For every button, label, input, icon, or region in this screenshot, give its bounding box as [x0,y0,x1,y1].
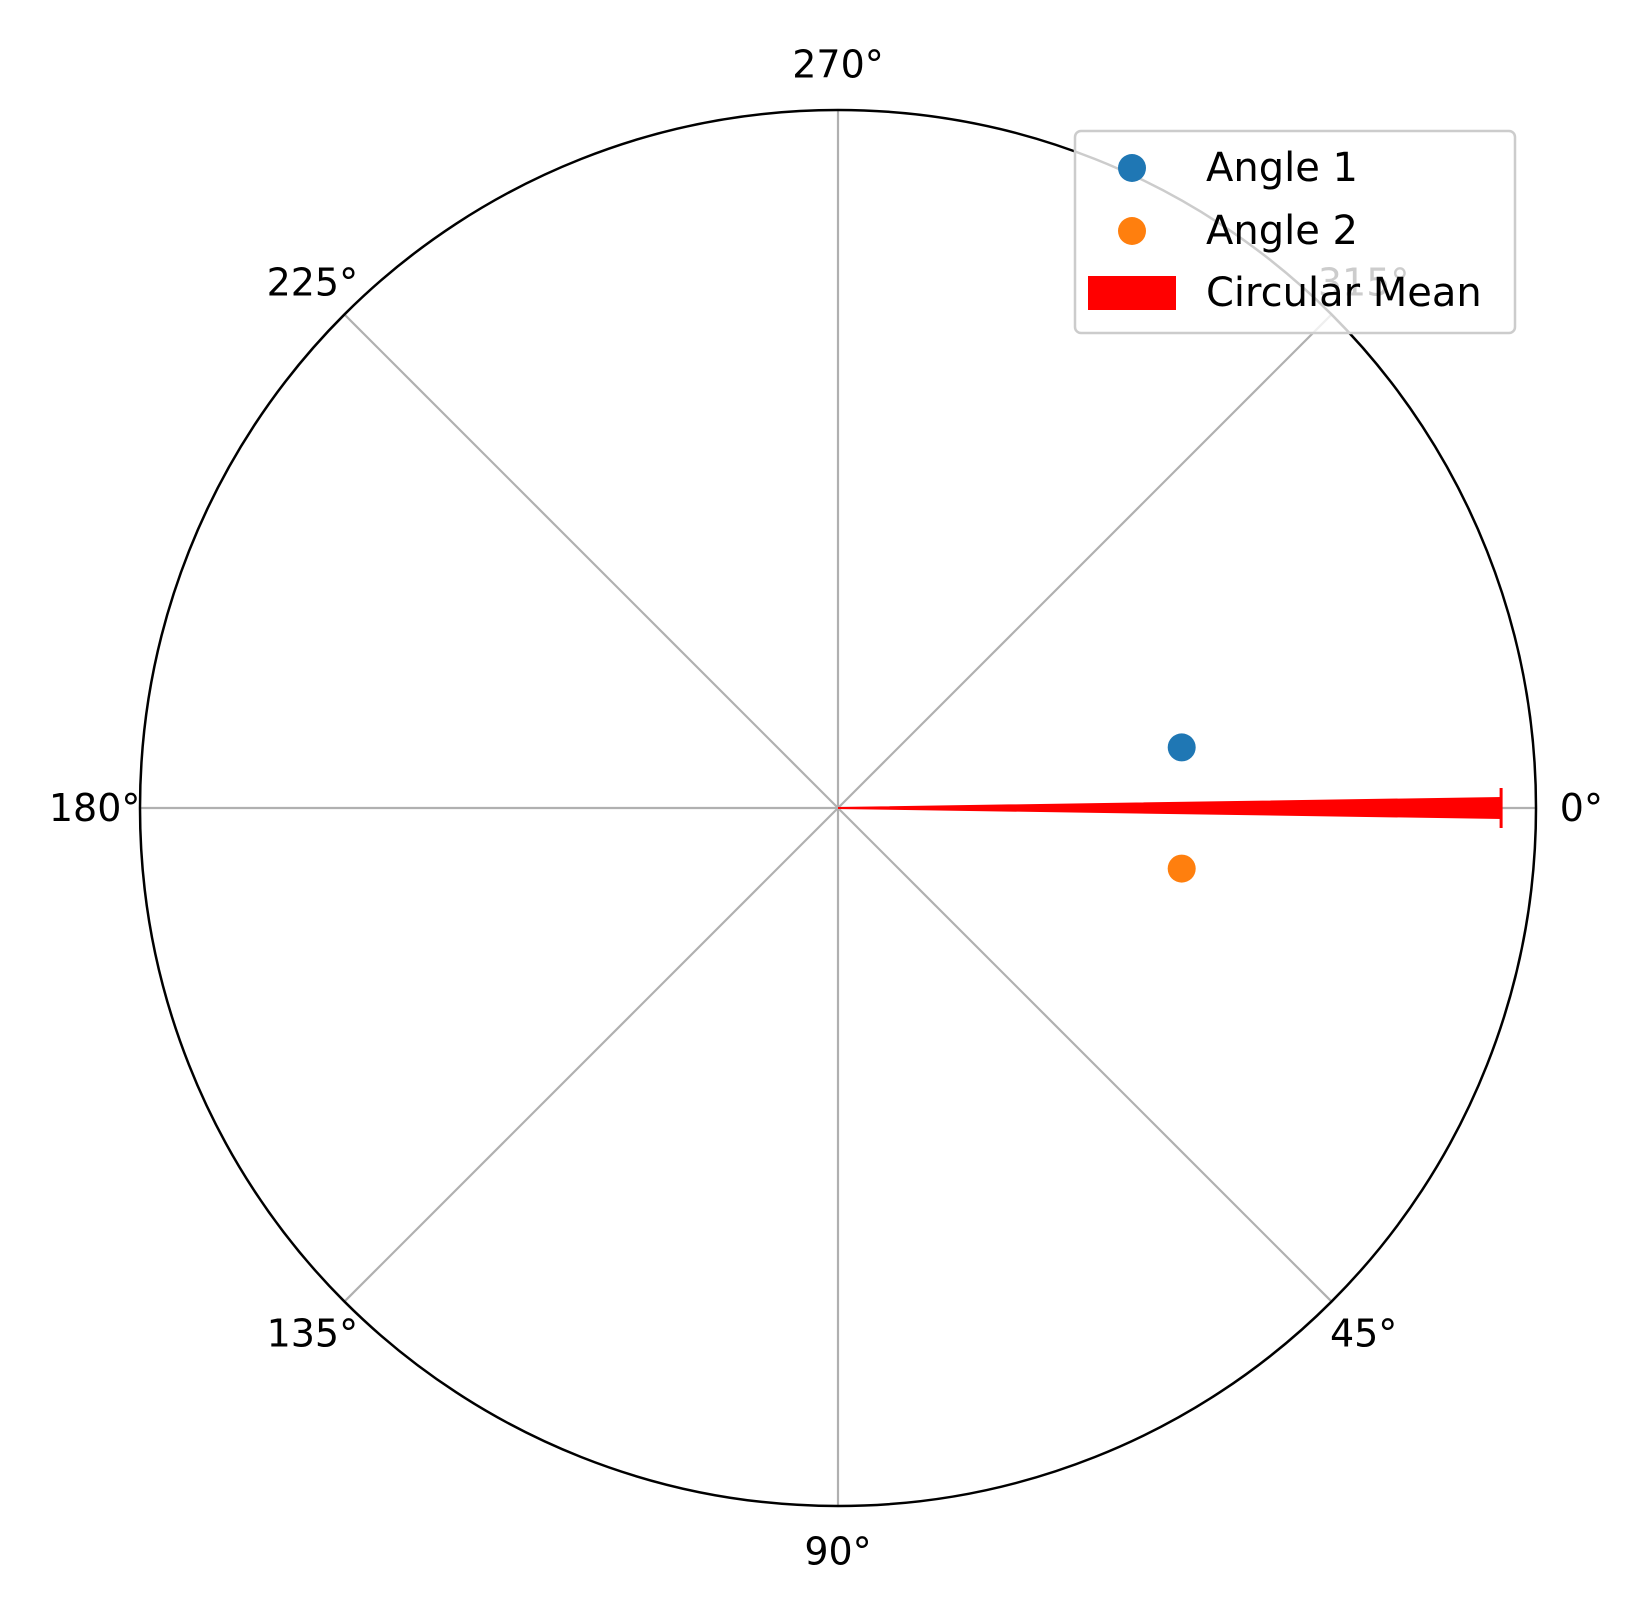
theta-tick-label-0: 0° [1560,786,1603,830]
legend-items: Angle 1 Angle 2 Circular Mean [1088,145,1482,316]
gridline-135 [343,807,839,1303]
scatter-point-1 [1167,733,1196,762]
legend-marker-2 [1118,217,1146,245]
scatter-point-2 [1167,854,1196,883]
gridline-225 [343,313,839,809]
legend: Angle 1 Angle 2 Circular Mean [1073,129,1517,335]
theta-tick-label-180: 180° [49,786,141,830]
theta-tick-label-45: 45° [1330,1312,1397,1356]
gridline-315 [837,313,1333,809]
gridline-45 [837,807,1333,1303]
legend-frame [1073,129,1517,335]
legend-label-2: Angle 2 [1206,208,1358,254]
polar-grid [140,110,1536,1506]
legend-marker-circular-mean [1088,276,1176,310]
polar-outer-ring [138,108,1538,1508]
legend-label-3: Circular Mean [1206,270,1482,316]
theta-tick-label-135: 135° [267,1312,359,1356]
legend-label-1: Angle 1 [1206,145,1358,191]
data-series [837,733,1503,883]
legend-marker-1 [1118,154,1146,182]
theta-tick-label-225: 225° [267,260,359,304]
theta-tick-label-270: 270° [792,43,884,87]
theta-tick-label-90: 90° [804,1529,871,1573]
circular-mean-arrow [837,796,1503,820]
